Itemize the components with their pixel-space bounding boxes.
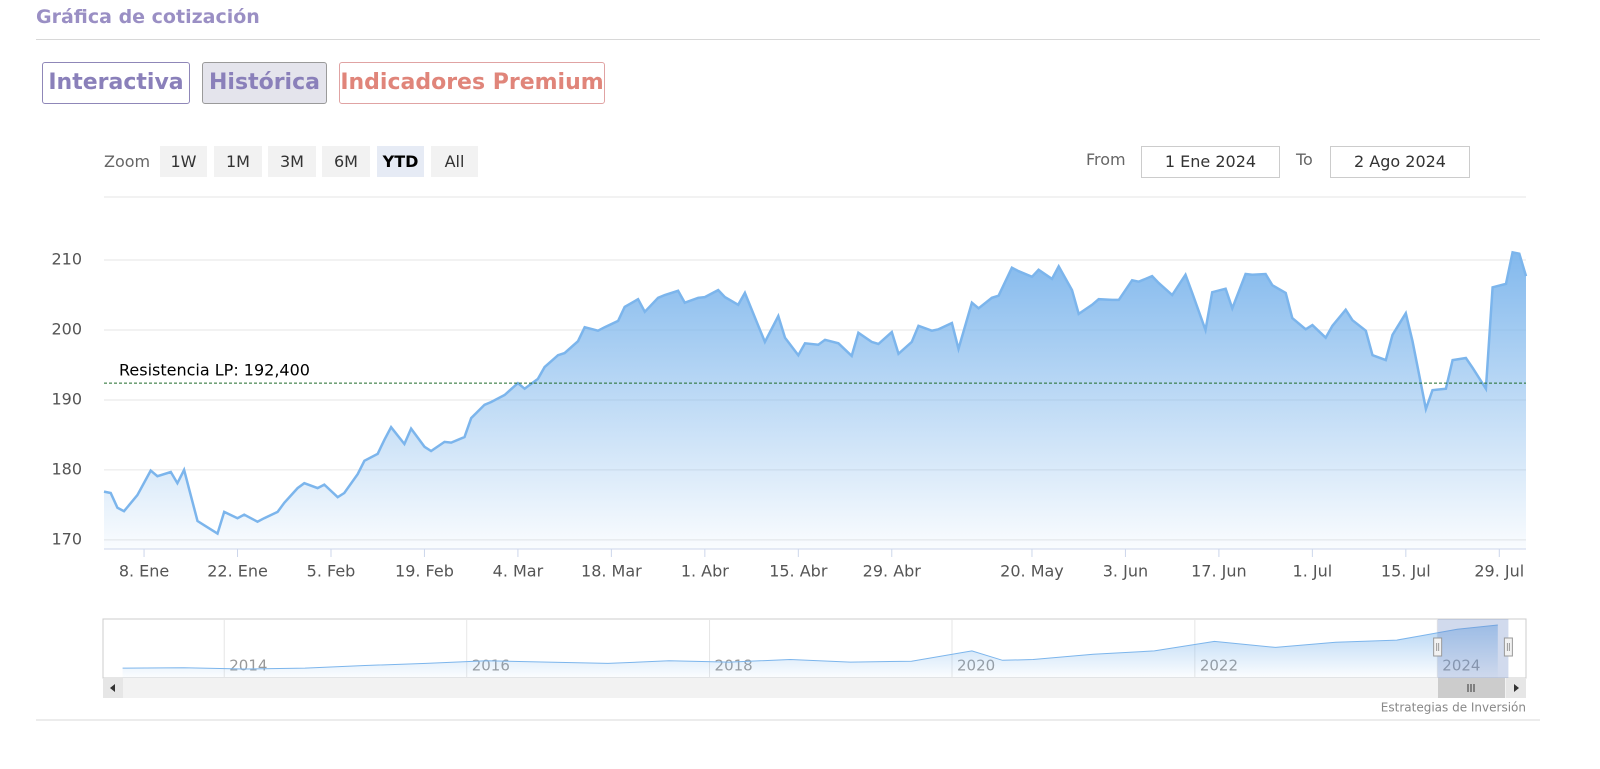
navigator-handle xyxy=(1503,637,1513,657)
zoom-button[interactable]: 6M xyxy=(322,146,370,177)
x-tick-label: 1. Abr xyxy=(681,562,729,581)
from-label: From xyxy=(1086,150,1126,169)
y-tick-label: 170 xyxy=(51,529,82,548)
x-tick-label: 29. Jul xyxy=(1474,562,1524,581)
y-tick-label: 200 xyxy=(51,319,82,338)
arrow-icon xyxy=(110,684,115,692)
area xyxy=(122,625,1498,678)
area xyxy=(104,252,1526,550)
zoom-button[interactable]: All xyxy=(431,146,478,177)
resistance-label: Resistencia LP: 192,400 xyxy=(119,361,310,380)
y-tick-label: 190 xyxy=(51,389,82,408)
y-tick-label: 210 xyxy=(51,249,82,268)
from-input[interactable]: 1 Ene 2024 xyxy=(1141,146,1280,178)
to-label: To xyxy=(1296,150,1313,169)
x-tick-label: 15. Abr xyxy=(769,562,828,581)
x-tick-label: 22. Ene xyxy=(207,562,268,581)
y-tick-label: 180 xyxy=(51,459,82,478)
line xyxy=(122,624,1498,670)
divider xyxy=(36,39,1540,40)
x-tick-label: 4. Mar xyxy=(493,562,544,581)
scrollbar-track[interactable] xyxy=(103,678,1526,698)
zoom-button[interactable]: YTD xyxy=(377,146,424,177)
arrow-icon xyxy=(1514,684,1519,692)
x-tick-label: 19. Feb xyxy=(395,562,454,581)
x-tick-label: 5. Feb xyxy=(307,562,356,581)
x-tick-label: 29. Abr xyxy=(863,562,922,581)
section-title: Gráfica de cotización xyxy=(36,6,260,28)
credit: Estrategias de Inversión xyxy=(1381,701,1526,715)
tab[interactable]: Interactiva xyxy=(42,62,190,104)
grip-icon xyxy=(1467,684,1475,692)
x-tick-label: 3. Jun xyxy=(1103,562,1148,581)
zoom-button[interactable]: 3M xyxy=(268,146,316,177)
zoom-label: Zoom xyxy=(104,152,151,171)
tab[interactable]: Histórica xyxy=(202,62,327,104)
line xyxy=(103,250,1528,536)
navigator-mask xyxy=(1437,619,1509,678)
x-tick-label: 17. Jun xyxy=(1191,562,1247,581)
x-tick-label: 8. Ene xyxy=(119,562,169,581)
x-tick-label: 15. Jul xyxy=(1381,562,1431,581)
to-input[interactable]: 2 Ago 2024 xyxy=(1330,146,1470,178)
handle-grip xyxy=(1506,643,1510,651)
handle-grip xyxy=(1436,643,1440,651)
x-tick-label: 1. Jul xyxy=(1293,562,1333,581)
x-tick-label: 18. Mar xyxy=(581,562,642,581)
tab[interactable]: Indicadores Premium xyxy=(339,62,605,104)
x-tick-label: 20. May xyxy=(1000,562,1064,581)
zoom-button[interactable]: 1M xyxy=(214,146,262,177)
navigator-handle xyxy=(1433,637,1443,657)
zoom-button[interactable]: 1W xyxy=(160,146,207,177)
